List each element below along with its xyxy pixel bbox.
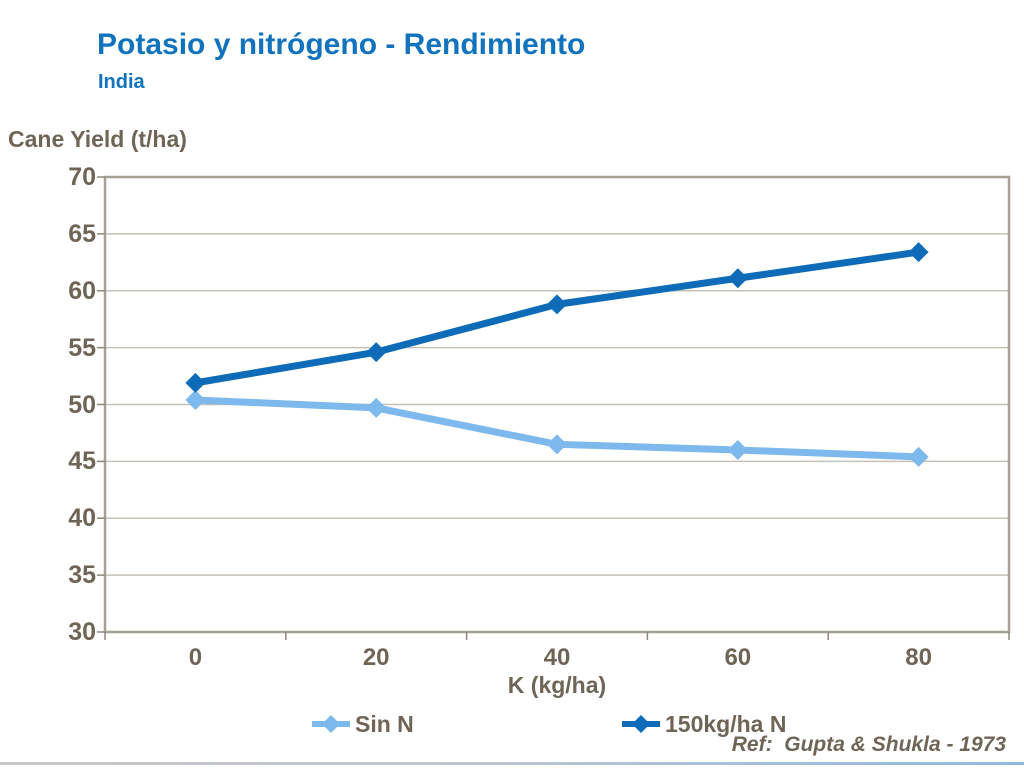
x-tick-label: 60 <box>724 644 752 671</box>
x-tick-label: 80 <box>905 644 932 671</box>
150n-legend-marker-icon <box>622 715 660 733</box>
y-tick-label: 65 <box>68 219 96 248</box>
data-point-sin-n-20 <box>366 397 387 418</box>
data-point-150n-80 <box>908 242 929 263</box>
series-line-150n <box>194 248 920 387</box>
page-subtitle: India <box>98 71 145 93</box>
y-axis-title: Cane Yield (t/ha) <box>8 126 187 152</box>
y-tick-label: 60 <box>68 276 96 305</box>
legend-label-150n: 150kg/ha N <box>665 710 787 737</box>
legend-item-sin-n: Sin N <box>310 709 414 739</box>
y-tick-label: 55 <box>68 333 96 362</box>
sin-n-legend-marker-icon <box>312 715 350 733</box>
y-tick-label: 50 <box>68 390 96 419</box>
data-point-sin-n-80 <box>908 446 929 467</box>
legend-label-sin-n: Sin N <box>355 710 414 737</box>
y-tick-label: 70 <box>68 163 96 191</box>
bottom-divider <box>0 762 1024 765</box>
data-point-sin-n-0 <box>185 389 206 410</box>
y-tick-label: 30 <box>68 618 96 646</box>
x-tick-label: 20 <box>362 644 390 671</box>
data-point-150n-20 <box>366 342 387 363</box>
data-point-150n-40 <box>547 294 567 315</box>
y-tick-label: 40 <box>68 504 96 533</box>
reference-note: Ref: Gupta & Shukla - 1973 <box>731 733 1006 756</box>
y-tick-label: 35 <box>68 561 96 590</box>
x-tick-label: 0 <box>188 644 203 671</box>
x-tick-label: 40 <box>543 644 571 671</box>
data-point-sin-n-60 <box>727 440 748 460</box>
x-axis-title: K (kg/ha) <box>507 672 607 698</box>
legend-item-150n: 150kg/ha N <box>620 709 786 739</box>
data-point-150n-60 <box>727 268 748 289</box>
data-point-150n-0 <box>185 372 206 393</box>
data-point-sin-n-40 <box>547 434 567 455</box>
page-title: Potasio y nitrógeno - Rendimiento <box>97 28 586 61</box>
y-tick-label: 45 <box>68 447 96 476</box>
